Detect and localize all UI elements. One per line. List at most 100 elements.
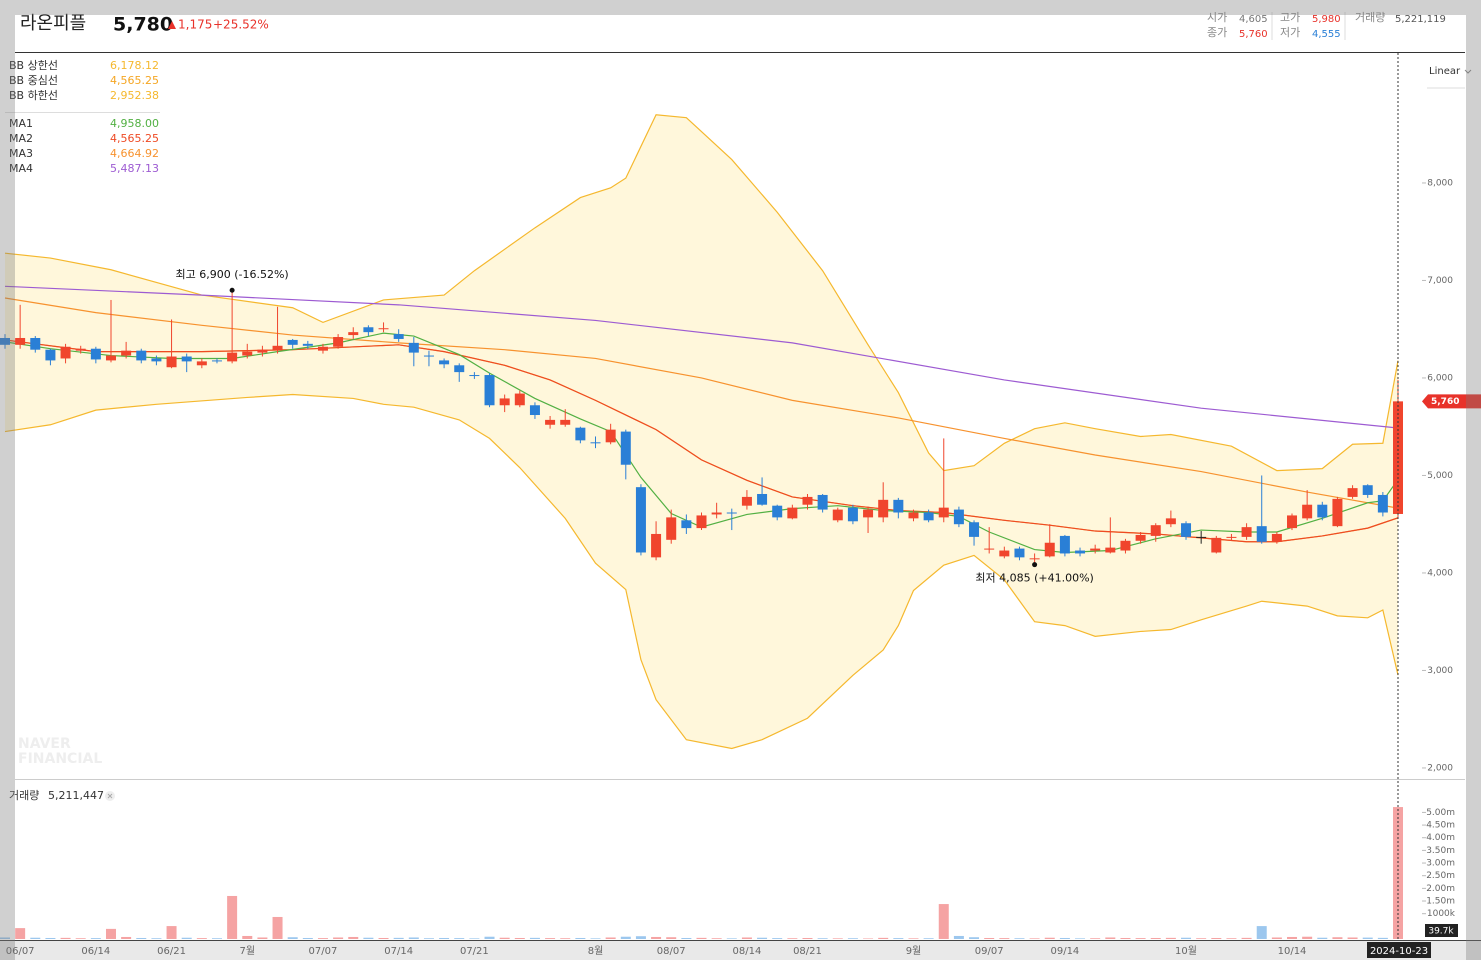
volume-bar [878, 937, 889, 939]
volume-bar [287, 937, 298, 939]
overlay-line [4, 393, 1399, 750]
volume-bar [620, 936, 631, 939]
volume-bar [969, 937, 980, 939]
x-tick-label: 08/07 [657, 946, 686, 957]
candle-body [1165, 518, 1176, 525]
volume-bar [348, 936, 359, 939]
stat-value: 5,980 [1312, 14, 1341, 25]
volume-bar [605, 937, 616, 939]
candle-body [635, 487, 646, 553]
legend-name: BB 중심선 [9, 74, 58, 87]
candle-body [90, 348, 101, 360]
volume-bar [242, 935, 253, 939]
volume-bar [772, 938, 783, 939]
frame-right [1466, 15, 1481, 960]
candle-body [105, 355, 116, 361]
header-bg [15, 15, 1465, 52]
candle-body [1271, 533, 1282, 542]
y-tick-label: 5,000 [1427, 471, 1453, 481]
volume-bar [30, 937, 41, 939]
stock-name: 라온피플 [20, 13, 86, 34]
candle-body [0, 337, 10, 345]
stat-value: 4,605 [1239, 14, 1268, 25]
volume-bar [469, 938, 480, 939]
candle-body [545, 419, 556, 425]
x-axis-bg [0, 940, 1481, 960]
volume-bar [1271, 937, 1282, 939]
candle-body [575, 427, 586, 441]
candle-body [1241, 527, 1252, 537]
candle-body [348, 332, 359, 336]
x-tick-label: 06/21 [157, 946, 186, 957]
candle-body [893, 499, 904, 513]
volume-bar [1120, 937, 1131, 939]
candle-body [211, 360, 222, 362]
candle-body [529, 405, 540, 416]
volume-bar [529, 937, 540, 939]
candle-body [302, 343, 313, 346]
price-tag-label: 5,760 [1431, 397, 1459, 407]
watermark: FINANCIAL [18, 751, 102, 767]
legend-value: 4,565.25 [110, 132, 159, 145]
candle-body [999, 550, 1010, 557]
annotation-dot [1032, 562, 1038, 568]
candle-body [1120, 540, 1131, 551]
volume-bar [378, 937, 389, 939]
volume-tick-label: 1.50m [1426, 897, 1455, 907]
volume-bar [1059, 937, 1070, 939]
candle-body [378, 328, 389, 330]
x-tick-label: 06/14 [81, 946, 110, 957]
volume-bar [1090, 938, 1101, 939]
candle-body [832, 509, 843, 521]
y-tick-label: 2,000 [1427, 763, 1453, 773]
candle-body [1347, 488, 1358, 497]
candle-body [272, 345, 283, 350]
volume-bar [832, 938, 843, 939]
price-change-pct: +25.52% [213, 18, 269, 32]
x-tick-label: 9월 [906, 945, 922, 957]
volume-bar [1181, 937, 1192, 939]
volume-tick-label: 2.50m [1426, 871, 1455, 881]
candle-body [787, 507, 798, 519]
annotation-label: 최저 4,085 (+41.00%) [975, 572, 1093, 585]
volume-tick-label: 1000k [1427, 909, 1456, 919]
plot-area: 2,000 3,000 4,000 5,000 6,000 7,000 8,000 1000k… [0, 53, 1481, 960]
close-icon-x[interactable] [107, 793, 113, 799]
frame-left [0, 0, 15, 960]
x-tick-label: 08/21 [793, 946, 822, 957]
candle-body [847, 507, 858, 522]
candle-body [1332, 498, 1343, 527]
volume-bar [1287, 936, 1298, 939]
volume-tick-label: 3.00m [1426, 859, 1455, 869]
volume-bar [666, 937, 677, 939]
candle-body [908, 512, 919, 519]
candle-body [1317, 504, 1328, 518]
stat-label: 고가 [1280, 11, 1300, 24]
x-tick-label: 07/14 [384, 946, 413, 957]
candle-body [1211, 537, 1222, 553]
volume-bar [681, 937, 692, 939]
volume-bar [635, 936, 646, 939]
x-tick-label: 10/14 [1278, 946, 1307, 957]
x-tick-label: 08/14 [733, 946, 762, 957]
candle-body [181, 356, 192, 362]
volume-bar [181, 937, 192, 939]
candle-body [136, 350, 147, 361]
y-tick-label: 3,000 [1427, 666, 1453, 676]
volume-bar [499, 937, 510, 939]
candle-body [802, 496, 813, 505]
volume-tick-label: 4.50m [1426, 821, 1455, 831]
x-tick-label: 09/14 [1050, 946, 1079, 957]
volume-bar [1135, 938, 1146, 939]
volume-bar [196, 938, 207, 939]
volume-bar [651, 936, 662, 939]
candle-body [1135, 534, 1146, 541]
volume-bar [1075, 938, 1086, 939]
menu-caret[interactable] [1464, 69, 1472, 74]
scale-menu[interactable]: Linear [1429, 66, 1461, 77]
volume-bar [908, 938, 919, 939]
overlay-line [4, 285, 1399, 429]
frame-top [15, 0, 1481, 15]
volume-bar [439, 937, 450, 939]
